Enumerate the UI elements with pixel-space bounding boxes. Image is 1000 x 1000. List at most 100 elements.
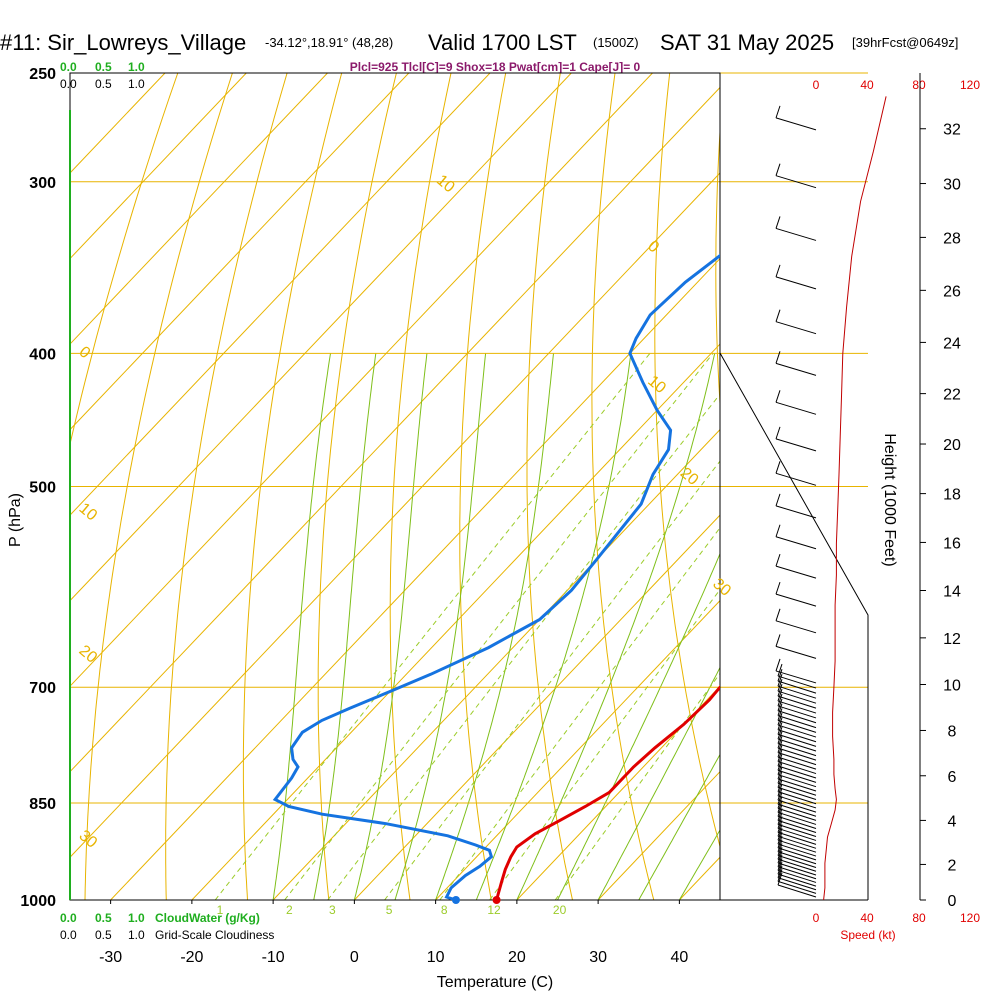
- wind-barbs: [775, 105, 817, 898]
- pressure-tick-label: 500: [29, 480, 56, 497]
- wind-barb-flag: [777, 726, 783, 740]
- height-tick-label: 14: [943, 584, 961, 601]
- wind-barb-staff: [775, 227, 817, 241]
- temperature-tick-label: 30: [589, 949, 607, 966]
- wind-barb-staff: [775, 593, 817, 607]
- wind-barb-flag: [777, 831, 783, 845]
- wind-barb-flag: [775, 264, 781, 278]
- wind-barb-flag: [777, 766, 783, 780]
- wind-barb-staff: [775, 117, 817, 131]
- wind-barb-staff: [777, 869, 817, 883]
- wind-barb-staff: [777, 774, 817, 788]
- valid-time: Valid 1700 LST: [428, 30, 577, 55]
- speed-top-1: 40: [860, 78, 874, 92]
- wind-barb-flag: [777, 744, 783, 758]
- wind-barb-flag: [777, 722, 783, 735]
- mixing-ratio-label: 12: [487, 903, 501, 917]
- wind-barb-flag: [777, 762, 783, 775]
- wind-barb-staff: [777, 724, 817, 738]
- dry-adiabat-label: 20: [76, 642, 101, 667]
- top-black-1: 0.5: [95, 77, 112, 91]
- wind-barb-staff: [775, 362, 817, 376]
- wind-panel: [719, 352, 869, 901]
- wind-barb-staff: [777, 880, 817, 894]
- pressure-tick-label: 1000: [20, 893, 56, 910]
- wind-barb-flag: [777, 708, 783, 721]
- bottom-black-2: 1.0: [128, 928, 145, 942]
- height-tick-label: 16: [943, 535, 961, 552]
- wind-barb-staff: [775, 401, 817, 415]
- height-tick-label: 18: [943, 487, 961, 504]
- dry-adiabat-label: 10: [76, 500, 101, 525]
- temperature-tick-label: 0: [350, 949, 359, 966]
- wind-barb-staff: [777, 765, 817, 779]
- wind-barb-flag: [777, 753, 783, 767]
- moist-adiabat-line: [557, 552, 720, 900]
- wind-barb-staff: [777, 782, 817, 796]
- wind-barb-staff: [777, 866, 817, 880]
- y-axis-label: P (hPa): [7, 493, 24, 547]
- wind-barb-flag: [777, 663, 783, 677]
- wind-barb-staff: [777, 847, 817, 861]
- wind-barb-staff: [777, 778, 817, 792]
- forecast-date: SAT 31 May 2025: [660, 30, 834, 55]
- dry-adiabat-line: [70, 73, 179, 447]
- bottom-speed-scale: 0 40 80 120 Speed (kt): [813, 911, 981, 942]
- wind-barb-flag: [777, 683, 783, 697]
- height-tick-label: 2: [948, 857, 957, 874]
- temperature-profile-line: [495, 684, 720, 900]
- wind-barb-flag: [777, 688, 783, 702]
- mixing-ratio-line: [489, 588, 720, 900]
- height-tick-label: 12: [943, 631, 961, 648]
- wind-barb-staff: [775, 175, 817, 189]
- isotherm-line: [435, 599, 720, 900]
- wind-barb-flag: [775, 634, 781, 647]
- wind-barb-staff: [777, 831, 817, 845]
- isotherm-line: [70, 73, 247, 260]
- station-title: #11: Sir_Lowreys_Village: [0, 30, 246, 55]
- station-coords: -34.12°,18.91° (48,28): [265, 35, 393, 50]
- moist-adiabat-line: [638, 753, 720, 900]
- wind-barb-flag: [775, 309, 781, 322]
- dry-adiabat-line: [715, 123, 720, 412]
- dry-adiabat-line: [317, 73, 397, 900]
- pressure-tick-label: 300: [29, 175, 56, 192]
- height-tick-label: 0: [948, 893, 957, 910]
- wind-barb-staff: [777, 858, 817, 872]
- wind-barb-flag: [777, 783, 783, 797]
- temperature-tick-label: -30: [99, 949, 122, 966]
- isotherm-line: [70, 73, 410, 431]
- wind-barb-flag: [777, 703, 783, 716]
- wind-barb-flag: [775, 216, 781, 229]
- wind-barb-staff: [775, 620, 817, 634]
- temperature-tick-label: -10: [262, 949, 285, 966]
- wind-barb-staff: [775, 536, 817, 550]
- dry-adiabat-label: 30: [709, 575, 734, 600]
- wind-barb-staff: [777, 756, 817, 770]
- wind-barb-staff: [777, 807, 817, 821]
- dry-adiabat-line: [654, 73, 720, 849]
- wind-barb-staff: [777, 695, 817, 709]
- wind-barb-flag: [777, 820, 783, 833]
- dewpoint-profile-line: [272, 253, 720, 900]
- wind-barb-flag: [777, 731, 783, 744]
- height-tick-label: 28: [943, 230, 961, 247]
- bottom-black-label: Grid-Scale Cloudiness: [155, 928, 274, 942]
- height-tick-label: 6: [948, 769, 957, 786]
- dry-adiabat-line: [389, 73, 452, 900]
- wind-barb-flag: [777, 674, 783, 687]
- mixing-ratio-label: 20: [553, 903, 567, 917]
- mixing-ratio-line: [384, 460, 720, 900]
- wind-speed-line: [823, 96, 887, 901]
- wind-barb-staff: [777, 700, 817, 714]
- wind-barb-staff: [777, 824, 817, 837]
- top-green-1: 0.5: [95, 60, 112, 74]
- wind-barb-flag: [775, 581, 781, 595]
- mixing-ratio-line: [439, 527, 720, 900]
- wind-barb-staff: [775, 472, 817, 486]
- wind-barb-flag: [777, 808, 783, 821]
- speed-bottom-0: 0: [813, 911, 820, 925]
- moist-adiabat-line: [435, 353, 554, 900]
